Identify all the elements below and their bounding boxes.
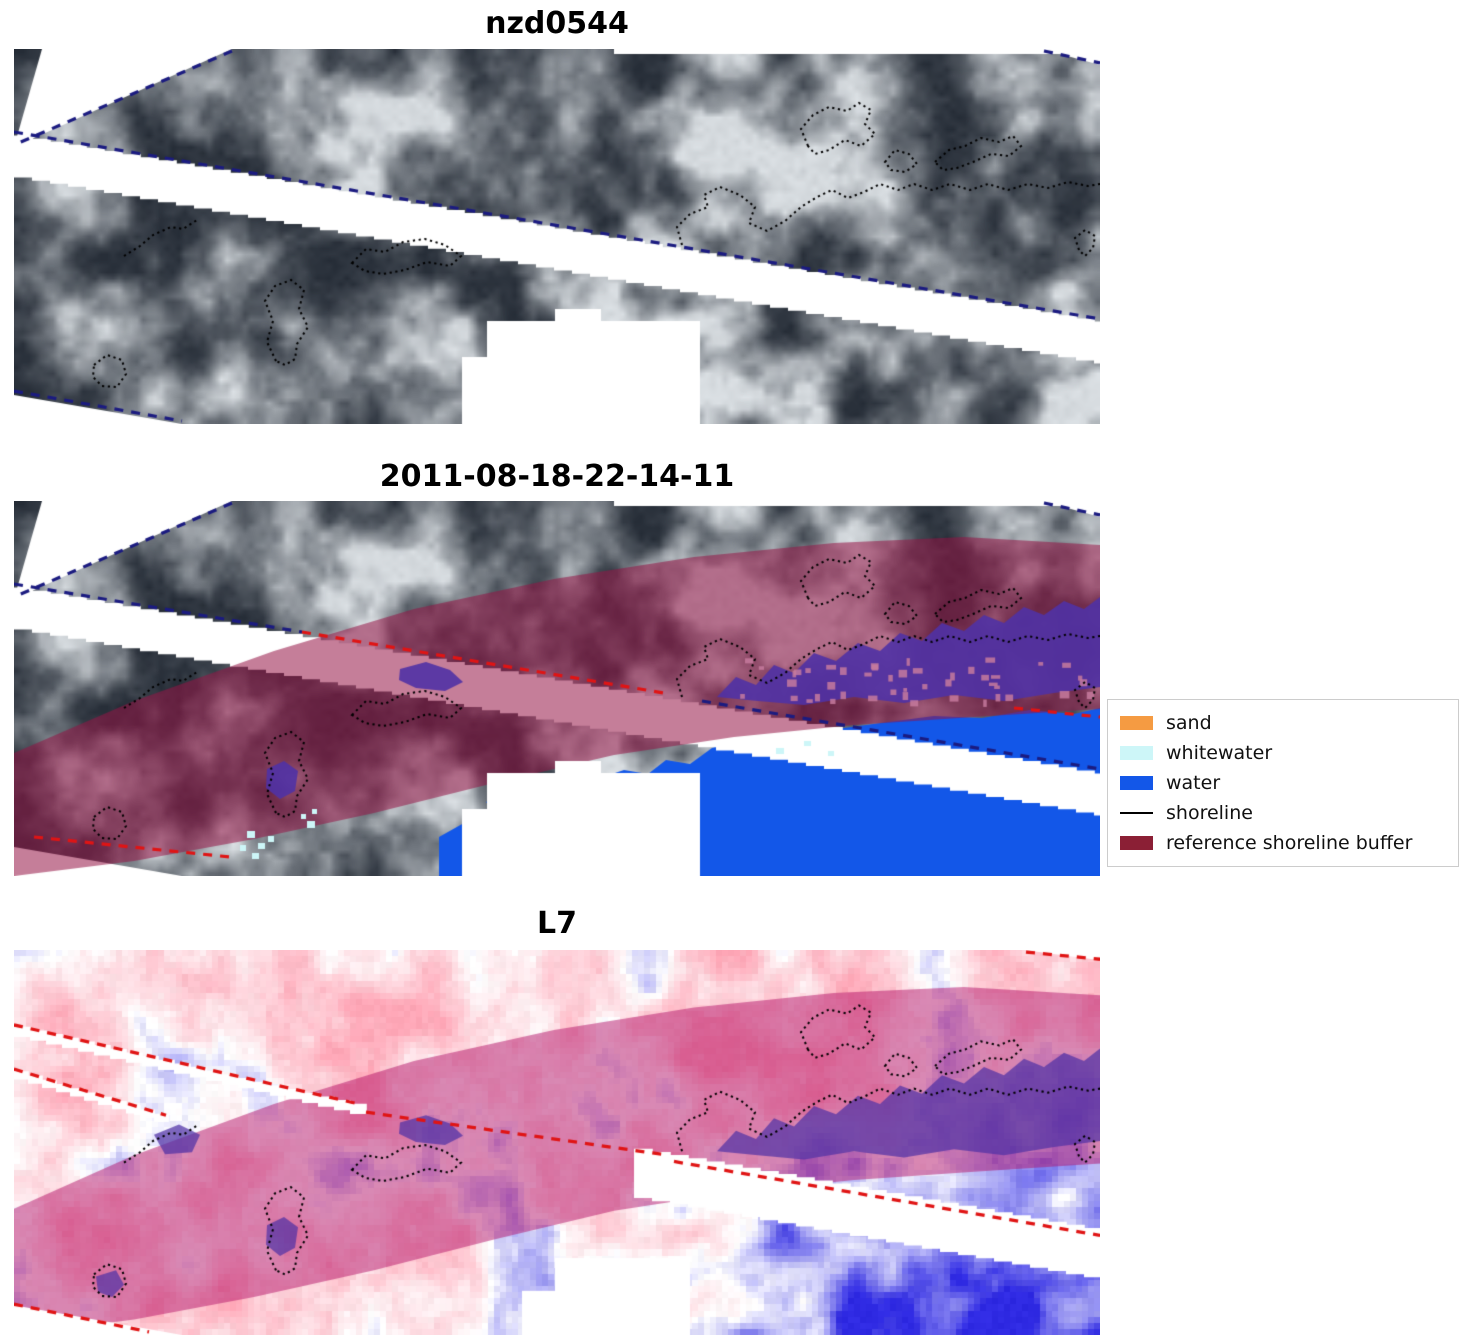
legend-item-reference-shoreline-buffer: reference shoreline buffer (1108, 828, 1458, 858)
legend-label: water (1166, 772, 1221, 794)
sand-swatch (1120, 716, 1153, 730)
legend: sand whitewater water shoreline referenc… (1107, 699, 1459, 867)
panel-title-bottom: L7 (537, 906, 577, 941)
legend-label: reference shoreline buffer (1166, 832, 1413, 854)
reference-shoreline-buffer-swatch (1120, 836, 1153, 850)
legend-item-whitewater: whitewater (1108, 738, 1458, 768)
shoreline-line-swatch (1120, 812, 1153, 814)
satellite-rgb-image (14, 49, 1100, 424)
legend-item-sand: sand (1108, 708, 1458, 738)
legend-item-water: water (1108, 768, 1458, 798)
legend-item-shoreline: shoreline (1108, 798, 1458, 828)
legend-label: shoreline (1166, 802, 1253, 824)
water-swatch (1120, 776, 1153, 790)
whitewater-swatch (1120, 746, 1153, 760)
legend-label: whitewater (1166, 742, 1273, 764)
classified-satellite-image (14, 501, 1100, 876)
l7-index-image (14, 950, 1100, 1335)
panel-title-top: nzd0544 (485, 6, 629, 41)
panel-title-middle: 2011-08-18-22-14-11 (379, 459, 735, 494)
legend-label: sand (1166, 712, 1212, 734)
